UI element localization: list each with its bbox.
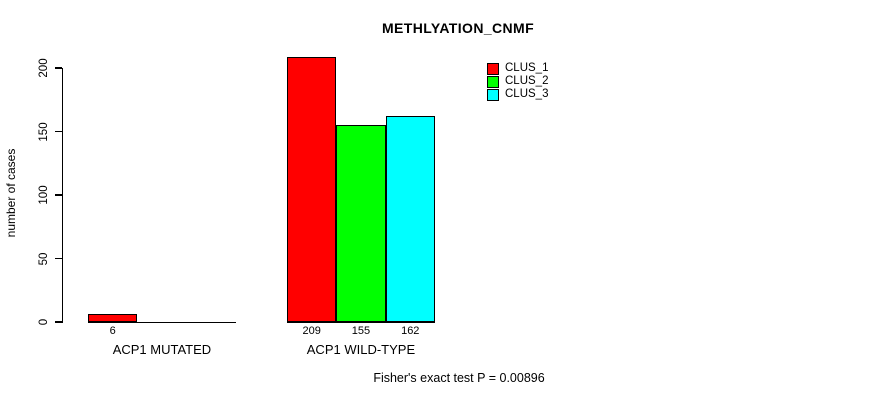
bar-value-label: 209 (302, 325, 321, 337)
y-tick (55, 257, 62, 260)
y-tick (55, 67, 62, 69)
y-tick-label: 150 (38, 121, 50, 142)
y-tick-label: 0 (38, 318, 50, 326)
bar-clus_1 (287, 56, 337, 322)
legend-label: CLUS_3 (505, 88, 549, 100)
legend-item-clus_2: CLUS_2 (487, 75, 548, 88)
x-axis-baseline (88, 322, 236, 324)
y-axis-line (62, 68, 64, 323)
y-tick-label: 200 (38, 58, 50, 78)
category-label: ACP1 WILD-TYPE (306, 342, 416, 357)
y-tick (55, 194, 62, 196)
legend-label: CLUS_2 (505, 75, 549, 87)
legend-swatch-icon (487, 62, 499, 75)
bar-value-label: 6 (109, 325, 116, 337)
bar-value-label: 155 (351, 325, 371, 337)
fisher-test-annotation: Fisher's exact test P = 0.00896 (373, 371, 545, 385)
bar-clus_2 (336, 125, 386, 322)
y-tick (55, 130, 62, 133)
legend-item-clus_1: CLUS_1 (487, 62, 548, 75)
y-tick (55, 321, 62, 323)
legend-label: CLUS_1 (505, 62, 549, 74)
legend: CLUS_1 CLUS_2 CLUS_3 (487, 62, 548, 101)
category-label: ACP1 MUTATED (112, 342, 212, 357)
y-tick-label: 100 (38, 185, 50, 205)
bar-clus_1 (88, 314, 138, 322)
x-axis-baseline (287, 322, 435, 324)
y-tick-label: 50 (38, 252, 50, 265)
legend-item-clus_3: CLUS_3 (487, 88, 548, 101)
bar-clus_3 (385, 116, 435, 322)
legend-swatch-icon (487, 75, 499, 88)
bar-value-label: 162 (401, 325, 420, 337)
chart-title: METHLYATION_CNMF (381, 20, 535, 36)
y-axis-label: number of cases (4, 148, 18, 238)
legend-swatch-icon (487, 88, 499, 101)
